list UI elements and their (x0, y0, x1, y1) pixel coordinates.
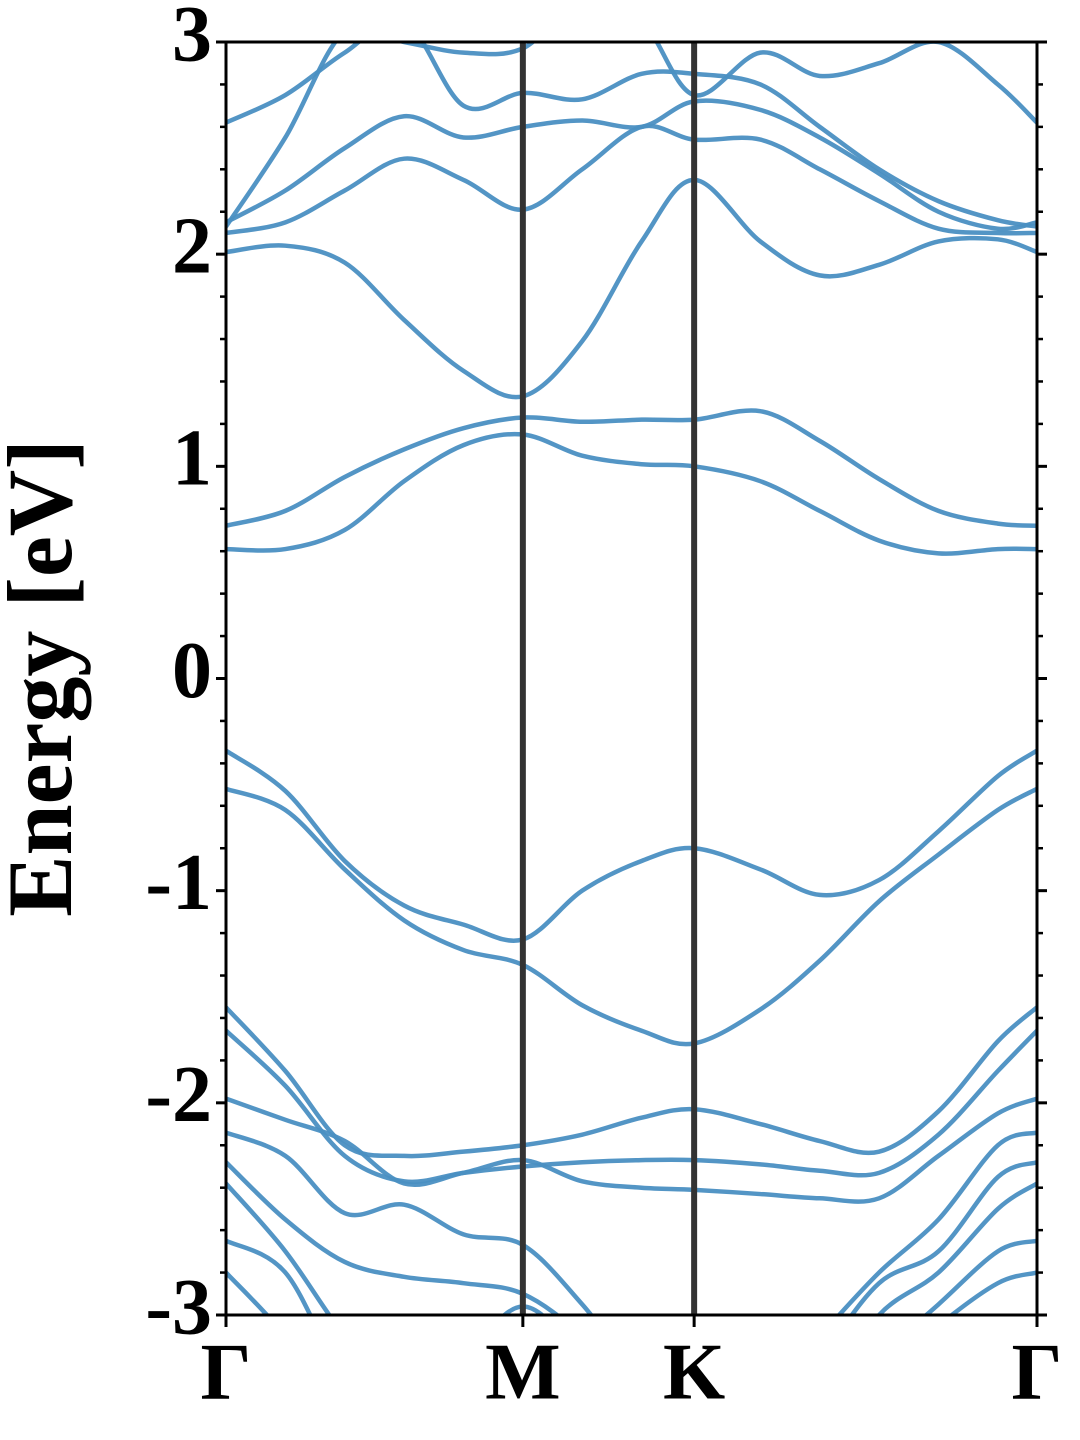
y-tick-label: 3 (172, 0, 212, 78)
band-line (226, 1096, 1037, 1204)
band-line (226, 98, 1037, 232)
y-tick-label: -1 (145, 839, 212, 927)
band-line (226, 42, 1037, 228)
band-line (226, 1005, 1037, 1159)
band-line (226, 748, 1037, 943)
x-tick-label: K (663, 1328, 725, 1416)
band-line (226, 42, 1037, 229)
x-tick-label: Γ (201, 1328, 252, 1416)
y-axis-label: Energy [eV] (0, 439, 91, 917)
band-line (226, 123, 1037, 236)
band-line (226, 177, 1037, 400)
y-tick-label: 2 (172, 203, 212, 291)
x-tick-label: M (485, 1328, 561, 1416)
band-line (226, 1160, 1037, 1315)
band-line (226, 1181, 1037, 1315)
y-tick-label: -2 (145, 1051, 212, 1139)
band-line (226, 408, 1037, 528)
band-line (226, 1270, 1037, 1315)
band-line (226, 1130, 1037, 1315)
y-tick-label: -3 (145, 1263, 212, 1351)
y-tick-label: 0 (172, 627, 212, 715)
plot-frame (224, 40, 1039, 1317)
band-line (226, 1238, 1037, 1315)
y-tick-label: 1 (172, 415, 212, 503)
band-line (226, 1029, 1037, 1185)
bands (226, 42, 1037, 1315)
band-line (226, 431, 1037, 556)
x-tick-label: Γ (1012, 1328, 1063, 1416)
band-line (226, 786, 1037, 1047)
